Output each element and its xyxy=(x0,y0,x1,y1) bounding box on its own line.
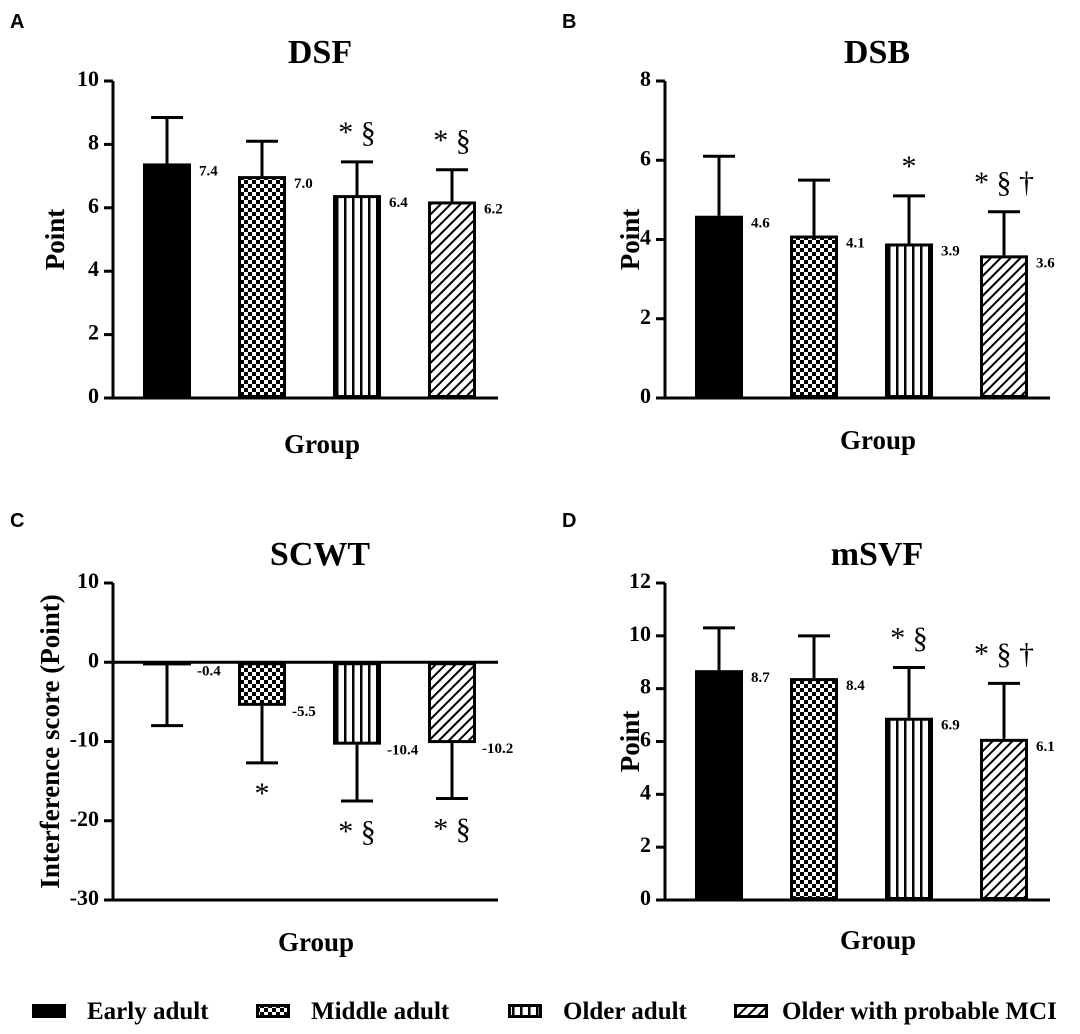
bar xyxy=(980,738,1028,900)
y-tick-label: 10 xyxy=(77,568,99,593)
legend-label: Middle adult xyxy=(311,998,450,1025)
legend-swatch xyxy=(32,1004,66,1018)
significance-marker: * § xyxy=(433,813,471,846)
bar xyxy=(980,255,1028,398)
data-label: -10.2 xyxy=(482,741,513,757)
data-label: -10.4 xyxy=(387,743,419,759)
y-tick-label: 8 xyxy=(88,129,99,154)
y-axis-label: Point xyxy=(40,209,70,271)
bar xyxy=(695,215,743,398)
significance-marker: * § † xyxy=(974,637,1034,670)
y-tick-label: 10 xyxy=(629,621,651,646)
data-label: 3.9 xyxy=(941,243,960,259)
y-tick-label: 0 xyxy=(640,383,651,408)
bar xyxy=(238,176,286,398)
x-axis-label: Group xyxy=(284,429,360,459)
data-label: 6.9 xyxy=(941,718,960,734)
bar xyxy=(695,670,743,900)
data-label: 3.6 xyxy=(1036,255,1055,271)
bar xyxy=(238,662,286,706)
legend-label: Older adult xyxy=(563,998,688,1025)
bar xyxy=(143,163,191,398)
chart-panel-c: C SCWT -30 -20 -10 0 10 Interference score (Poi… xyxy=(10,510,513,957)
chart-title: DSF xyxy=(288,34,352,71)
bar xyxy=(428,201,476,398)
x-axis-label: Group xyxy=(840,925,916,955)
y-tick-label: 0 xyxy=(88,383,99,408)
legend: Early adult Middle adult Older adult Older … xyxy=(32,998,1057,1025)
significance-marker: * § xyxy=(338,116,376,149)
legend-item: Early adult xyxy=(32,998,209,1025)
chart-title: DSB xyxy=(844,34,910,71)
data-label: 4.6 xyxy=(751,216,770,232)
panel-letter: B xyxy=(562,11,576,33)
legend-swatch xyxy=(734,1004,768,1018)
y-tick-label: 6 xyxy=(88,193,99,218)
panel-letter: A xyxy=(10,11,24,33)
y-tick-label: -10 xyxy=(70,727,99,752)
significance-marker: * xyxy=(902,150,917,183)
y-tick-label: 4 xyxy=(640,225,651,250)
data-label: 6.4 xyxy=(389,195,408,211)
legend-item: Middle adult xyxy=(256,998,450,1025)
y-tick-label: 2 xyxy=(640,304,651,329)
significance-marker: * § xyxy=(338,815,376,848)
y-tick-label: 6 xyxy=(640,727,651,752)
x-axis-label: Group xyxy=(840,425,916,455)
y-tick-label: -30 xyxy=(70,885,99,910)
y-tick-label: -20 xyxy=(70,806,99,831)
data-label: 7.4 xyxy=(199,163,218,179)
y-tick-label: 6 xyxy=(640,145,651,170)
y-axis-label: Point xyxy=(615,209,645,271)
data-label: -0.4 xyxy=(197,663,221,679)
data-label: 4.1 xyxy=(846,236,865,252)
data-label: 6.2 xyxy=(484,201,503,217)
y-tick-label: 12 xyxy=(629,568,651,593)
legend-item: Older adult xyxy=(508,998,688,1025)
data-label: 7.0 xyxy=(294,176,313,192)
legend-swatch xyxy=(508,1004,542,1018)
legend-label: Early adult xyxy=(87,998,209,1025)
chart-panel-b: B DSB 0 2 4 6 8 Point Group 4.6 4.1 3.9 * 3.6 * § † xyxy=(562,11,1055,455)
legend-swatch xyxy=(256,1004,290,1018)
chart-panel-a: A DSF 0 2 4 6 8 10 Point Group 7.4 7.0 6.4 * § 6.2 * § xyxy=(10,11,503,459)
bar xyxy=(790,235,838,398)
chart-title: SCWT xyxy=(270,536,370,573)
y-tick-label: 4 xyxy=(88,256,99,281)
significance-marker: * xyxy=(255,777,270,810)
y-tick-label: 8 xyxy=(640,674,651,699)
significance-marker: * § xyxy=(890,622,928,655)
panel-letter: D xyxy=(562,510,576,532)
y-axis-label: Interference score (Point) xyxy=(35,594,65,888)
bar xyxy=(428,662,476,744)
data-label: -5.5 xyxy=(292,704,316,720)
y-tick-label: 0 xyxy=(88,647,99,672)
panel-letter: C xyxy=(10,510,24,532)
bar xyxy=(885,243,933,398)
y-tick-label: 2 xyxy=(88,320,99,345)
bar xyxy=(333,195,381,398)
y-tick-label: 0 xyxy=(640,885,651,910)
y-axis-label: Point xyxy=(615,711,645,773)
y-tick-label: 2 xyxy=(640,832,651,857)
bar xyxy=(143,662,191,666)
bar xyxy=(790,678,838,900)
data-label: 8.4 xyxy=(846,678,865,694)
legend-label: Older with probable MCI xyxy=(782,998,1057,1025)
data-label: 8.7 xyxy=(751,670,770,686)
y-tick-label: 8 xyxy=(640,66,651,91)
data-label: 6.1 xyxy=(1036,739,1055,755)
x-axis-label: Group xyxy=(278,927,354,957)
significance-marker: * § xyxy=(433,124,471,157)
bar xyxy=(333,662,381,745)
y-tick-label: 10 xyxy=(77,66,99,91)
y-tick-label: 4 xyxy=(640,779,651,804)
legend-item: Older with probable MCI xyxy=(734,998,1057,1025)
bar xyxy=(885,717,933,900)
chart-title: mSVF xyxy=(831,536,924,573)
significance-marker: * § † xyxy=(974,166,1034,199)
